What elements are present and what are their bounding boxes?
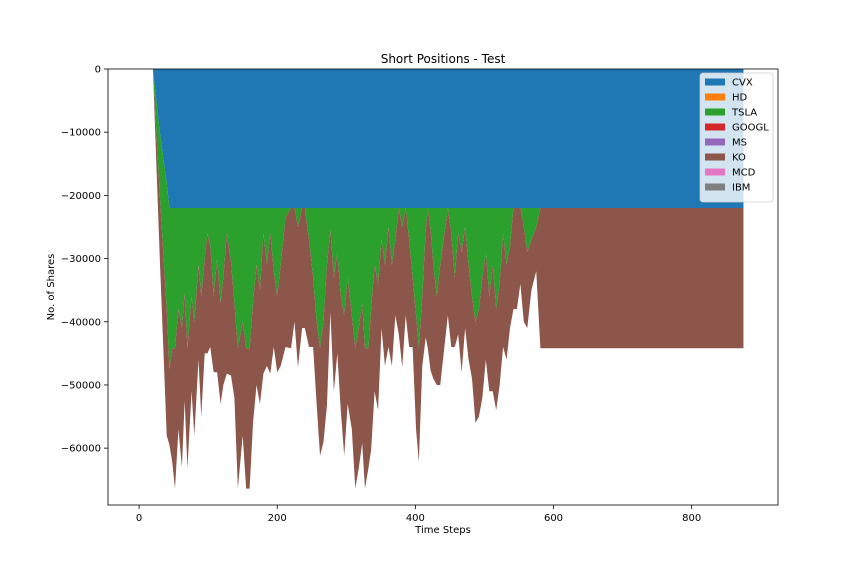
- legend-swatch-mcd: [705, 168, 725, 176]
- x-tick-label: 800: [682, 513, 701, 524]
- y-tick-label: −60000: [61, 444, 101, 455]
- area-ko: [139, 69, 744, 489]
- area-cvx: [139, 69, 744, 209]
- x-axis-ticks: 0 200 400 600 800: [136, 505, 701, 524]
- legend-label-hd: HD: [732, 93, 748, 104]
- y-tick-label: 0: [95, 65, 101, 76]
- legend-label-ms: MS: [732, 138, 747, 149]
- y-tick-label: −20000: [61, 191, 101, 202]
- legend-swatch-ibm: [705, 183, 725, 191]
- area-layers: [139, 69, 744, 489]
- x-tick-label: 0: [136, 513, 142, 524]
- legend: CVX HD TSLA GOOGL MS KO MCD IBM: [699, 72, 774, 203]
- legend-label-ibm: IBM: [732, 183, 750, 194]
- x-tick-label: 400: [406, 513, 425, 524]
- legend-swatch-tsla: [705, 108, 725, 116]
- legend-label-ko: KO: [732, 153, 746, 164]
- y-tick-label: −30000: [61, 254, 101, 265]
- legend-swatch-cvx: [705, 78, 725, 86]
- area-tsla: [139, 69, 744, 370]
- y-tick-label: −50000: [61, 380, 101, 391]
- legend-swatch-ms: [705, 138, 725, 146]
- x-tick-label: 600: [544, 513, 563, 524]
- chart-title: Short Positions - Test: [381, 52, 506, 66]
- legend-label-tsla: TSLA: [731, 108, 757, 119]
- legend-label-mcd: MCD: [732, 168, 756, 179]
- y-axis-ticks: 0 −10000 −20000 −30000 −40000 −50000 −60000: [61, 65, 108, 455]
- legend-swatch-googl: [705, 123, 725, 131]
- x-tick-label: 200: [268, 513, 287, 524]
- legend-label-googl: GOOGL: [732, 123, 769, 134]
- legend-label-cvx: CVX: [732, 78, 753, 89]
- y-axis-title: No. of Shares: [46, 254, 57, 321]
- legend-swatch-ko: [705, 153, 725, 161]
- legend-swatch-hd: [705, 93, 725, 101]
- x-axis-title: Time Steps: [414, 525, 471, 536]
- y-tick-label: −40000: [61, 317, 101, 328]
- plot-frame: [107, 68, 779, 506]
- y-tick-label: −10000: [61, 128, 101, 139]
